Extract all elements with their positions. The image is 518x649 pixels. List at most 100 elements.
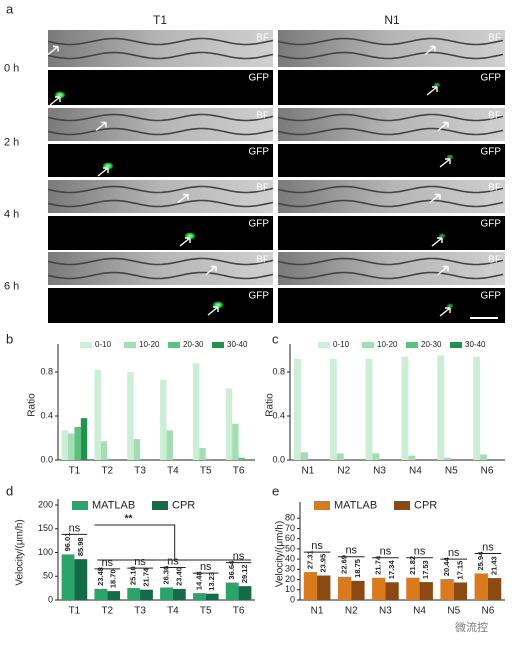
channel-wall xyxy=(277,127,504,136)
bar xyxy=(68,433,75,460)
bf-image xyxy=(48,252,273,285)
channel-wall xyxy=(277,199,504,208)
value-label: 17.53 xyxy=(421,560,430,579)
significance-label: ns xyxy=(101,557,113,569)
y-tick-label: 0.8 xyxy=(40,366,53,376)
y-tick-label: 0 xyxy=(48,594,53,604)
channel-label: GFP xyxy=(480,73,501,84)
y-axis-title: Ratio xyxy=(27,393,38,417)
time-label: 2 h xyxy=(4,136,19,148)
x-tick-label: N4 xyxy=(413,606,426,617)
bar xyxy=(232,423,239,460)
bf-image xyxy=(278,252,505,285)
legend-swatch xyxy=(212,342,224,348)
y-tick-label: 200 xyxy=(38,499,53,509)
x-tick-label: T5 xyxy=(200,606,212,617)
y-tick-label: 0 xyxy=(290,594,295,604)
panel-label: e xyxy=(272,483,279,498)
legend-swatch xyxy=(152,501,168,510)
bar xyxy=(238,586,252,600)
bar xyxy=(238,457,245,460)
bar xyxy=(127,588,141,600)
legend-swatch xyxy=(314,501,330,510)
significance-label: ns xyxy=(311,540,323,552)
channel-label: BF xyxy=(256,33,269,44)
channel-label: GFP xyxy=(248,291,269,302)
time-label: 6 h xyxy=(4,280,19,292)
y-tick-label: 0.0 xyxy=(40,454,53,464)
legend-swatch xyxy=(124,342,136,348)
gfp-image xyxy=(278,144,505,177)
x-tick-label: N1 xyxy=(302,466,315,477)
bar xyxy=(372,453,380,460)
legend-swatch xyxy=(362,342,374,348)
bar xyxy=(329,358,337,460)
y-tick-label: 60 xyxy=(285,533,295,543)
bar xyxy=(205,458,213,460)
gfp-image xyxy=(278,70,505,105)
y-axis-title: Velocity/(μm/h) xyxy=(15,519,26,585)
y-tick-label: 10 xyxy=(285,584,295,594)
arrow xyxy=(179,237,191,247)
arrow xyxy=(429,193,441,204)
bar xyxy=(94,588,108,600)
bar xyxy=(437,355,445,460)
value-label: 21.74 xyxy=(374,555,383,575)
bf-image xyxy=(48,108,273,141)
gfp-image xyxy=(48,288,273,323)
arrow xyxy=(431,237,443,247)
x-tick-label: N3 xyxy=(373,466,386,477)
value-label: 36.64 xyxy=(227,560,236,580)
bar xyxy=(408,455,416,460)
x-tick-label: T4 xyxy=(167,606,179,617)
channel-wall xyxy=(277,51,504,60)
value-label: 13.23 xyxy=(207,572,216,591)
bar xyxy=(444,457,452,460)
bar xyxy=(94,369,101,460)
bar xyxy=(172,588,186,600)
arrow xyxy=(207,306,219,316)
y-tick-label: 50 xyxy=(43,571,53,581)
value-label: 17.34 xyxy=(387,560,396,580)
bar xyxy=(225,388,233,460)
y-tick-label: 0.8 xyxy=(272,366,285,376)
bf-image xyxy=(278,180,505,213)
bar xyxy=(372,577,386,600)
channel-label: GFP xyxy=(480,147,501,158)
legend-swatch xyxy=(450,342,462,348)
value-label: 25.10 xyxy=(129,566,138,585)
bar xyxy=(351,580,365,600)
channel-wall xyxy=(47,199,274,208)
y-tick-label: 30 xyxy=(285,564,295,574)
significance-label: ns xyxy=(345,545,357,557)
y-tick-label: 0.0 xyxy=(272,454,285,464)
arrow xyxy=(437,265,449,276)
bar xyxy=(160,587,173,600)
channel-label: BF xyxy=(256,183,269,194)
gfp-image xyxy=(278,288,505,323)
x-tick-label: T2 xyxy=(101,606,113,617)
channel-label: BF xyxy=(256,111,269,122)
bar xyxy=(205,593,219,600)
arrow xyxy=(437,121,449,132)
bar xyxy=(385,582,399,600)
value-label: 21.43 xyxy=(490,556,499,575)
channel-label: GFP xyxy=(480,219,501,230)
significance-label: ns xyxy=(134,556,146,568)
channel-label: BF xyxy=(488,255,501,266)
x-tick-label: T3 xyxy=(134,466,146,477)
channel-wall xyxy=(277,271,504,280)
bar xyxy=(440,579,454,600)
legend-swatch xyxy=(394,501,410,510)
y-tick-label: 70 xyxy=(285,523,295,533)
bar xyxy=(133,439,141,460)
significance-label: ns xyxy=(414,546,426,558)
bar xyxy=(303,572,318,600)
y-tick-label: 0.4 xyxy=(40,410,53,420)
bar xyxy=(336,453,344,460)
value-label: 85.98 xyxy=(76,537,85,556)
y-axis-title: Velocity/(μm/h) xyxy=(275,521,286,587)
legend-label: 20-30 xyxy=(421,340,442,349)
legend-label: 30-40 xyxy=(227,340,248,349)
legend-label: CPR xyxy=(414,499,437,511)
